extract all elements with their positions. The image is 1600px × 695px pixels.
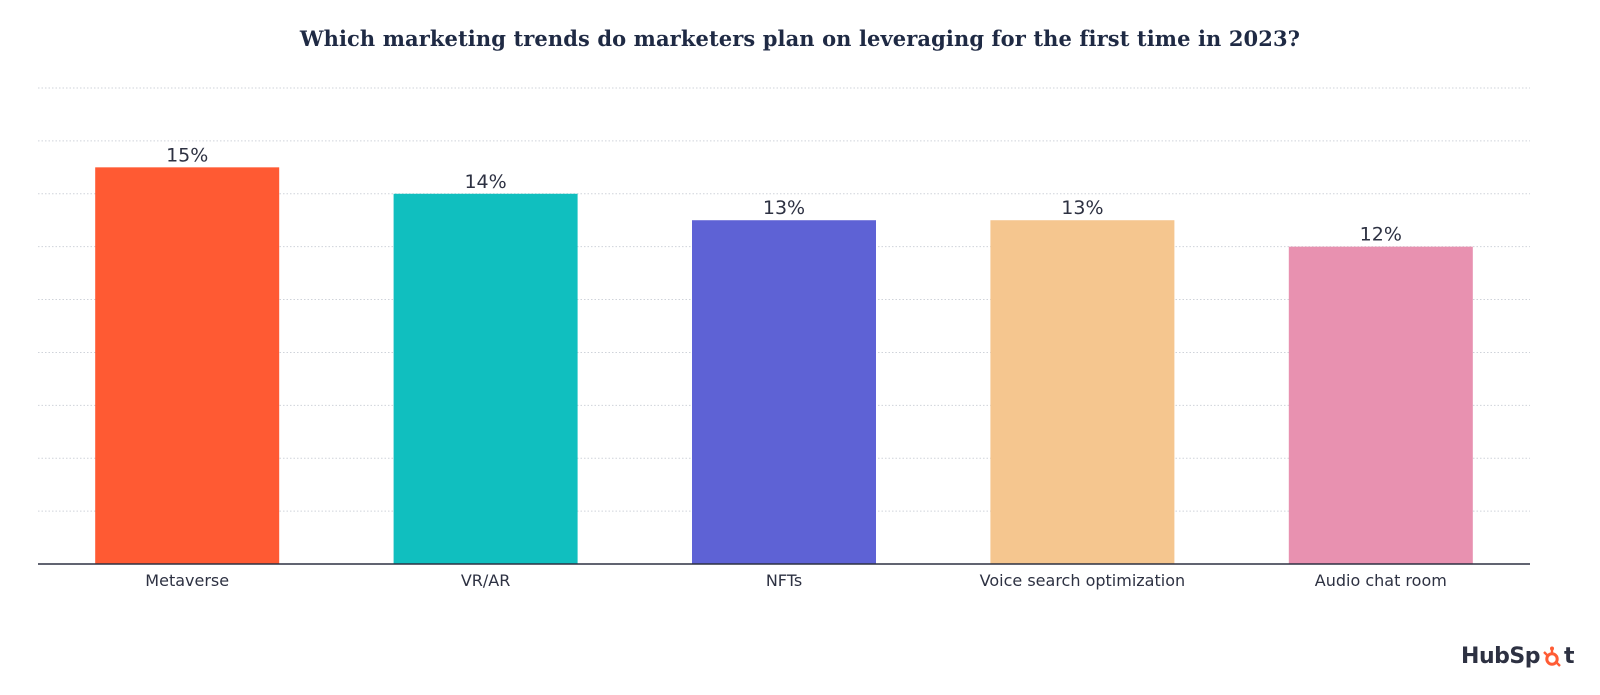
category-label: Voice search optimization	[980, 571, 1185, 590]
bar-nfts	[692, 220, 876, 564]
bar-metaverse	[95, 167, 280, 565]
bars	[95, 167, 1473, 565]
bar-voice-search-optimization	[990, 220, 1175, 564]
value-label: 13%	[763, 197, 805, 219]
bar-audio-chat-room	[1288, 246, 1473, 564]
category-labels: Metaverse VR/AR NFTs Voice search optimizat…	[145, 571, 1447, 590]
category-label: Audio chat room	[1315, 571, 1447, 590]
category-label: NFTs	[766, 571, 802, 590]
logo-text-part1: HubSp	[1461, 644, 1540, 669]
logo-text-part2: t	[1563, 644, 1575, 669]
sprocket-icon	[1543, 646, 1561, 667]
value-label: 15%	[166, 144, 208, 166]
value-label: 13%	[1061, 197, 1103, 219]
hubspot-logo: HubSp t	[1461, 644, 1574, 669]
category-label: VR/AR	[461, 571, 511, 590]
chart-title: Which marketing trends do marketers plan…	[299, 26, 1301, 51]
value-labels: 15% 14% 13% 13% 12%	[166, 144, 1402, 245]
value-label: 14%	[464, 171, 506, 193]
bar-vr-ar	[393, 193, 578, 564]
value-label: 12%	[1360, 224, 1402, 246]
category-label: Metaverse	[145, 571, 229, 590]
